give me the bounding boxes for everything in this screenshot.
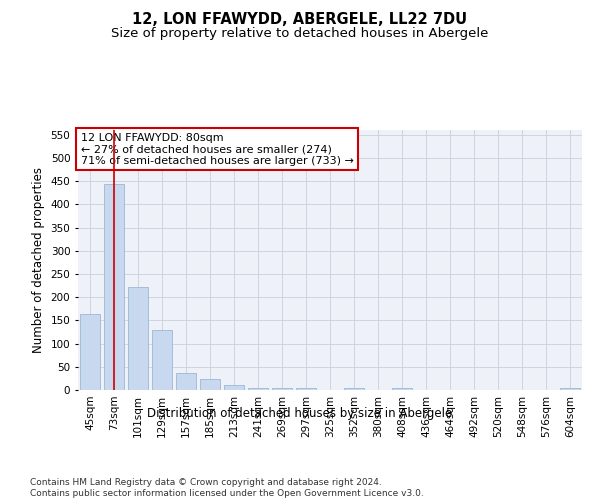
Bar bbox=[224, 386, 244, 390]
Bar bbox=[296, 388, 316, 390]
Bar bbox=[200, 379, 220, 390]
Text: Size of property relative to detached houses in Abergele: Size of property relative to detached ho… bbox=[112, 28, 488, 40]
Bar bbox=[104, 184, 124, 390]
Text: 12, LON FFAWYDD, ABERGELE, LL22 7DU: 12, LON FFAWYDD, ABERGELE, LL22 7DU bbox=[133, 12, 467, 28]
Text: Distribution of detached houses by size in Abergele: Distribution of detached houses by size … bbox=[148, 408, 452, 420]
Bar bbox=[248, 388, 268, 390]
Bar bbox=[176, 373, 196, 390]
Bar bbox=[80, 314, 100, 390]
Text: Contains HM Land Registry data © Crown copyright and database right 2024.
Contai: Contains HM Land Registry data © Crown c… bbox=[30, 478, 424, 498]
Bar bbox=[128, 288, 148, 390]
Bar bbox=[152, 330, 172, 390]
Text: 12 LON FFAWYDD: 80sqm
← 27% of detached houses are smaller (274)
71% of semi-det: 12 LON FFAWYDD: 80sqm ← 27% of detached … bbox=[80, 132, 353, 166]
Bar bbox=[272, 388, 292, 390]
Bar bbox=[392, 388, 412, 390]
Bar bbox=[560, 388, 580, 390]
Y-axis label: Number of detached properties: Number of detached properties bbox=[32, 167, 45, 353]
Bar bbox=[344, 388, 364, 390]
